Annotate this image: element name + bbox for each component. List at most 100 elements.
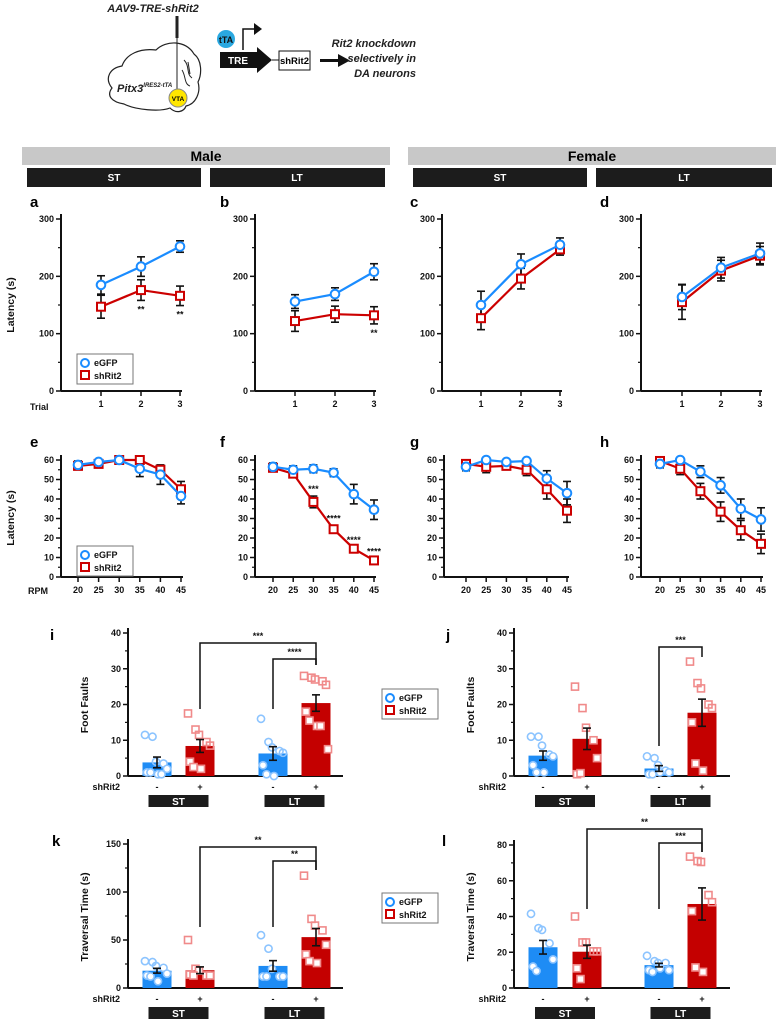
y-tick-label: 40	[497, 628, 507, 638]
x-tick-label: 2	[518, 399, 523, 409]
y-axis-label: Foot Faults	[79, 677, 91, 734]
egfp-point	[515, 258, 527, 270]
shrit2-data-point	[578, 703, 587, 713]
y-tick-label: 0	[116, 771, 121, 781]
shrit2-data-point	[321, 680, 331, 690]
y-tick-label: 20	[497, 700, 507, 710]
x-tick-label: 3	[177, 399, 182, 409]
egfp-data-point	[162, 764, 172, 774]
y-tick-label: 40	[111, 628, 121, 638]
condition-label: ST	[494, 173, 507, 184]
egfp-data-point	[642, 951, 652, 961]
egfp-circle-icon	[80, 550, 90, 560]
y-tick-label: 30	[624, 514, 634, 524]
y-tick-label: 200	[619, 271, 634, 281]
egfp-data-point	[534, 732, 543, 742]
legend: eGFP shRit2	[76, 353, 134, 385]
y-tick-label: 60	[427, 455, 437, 465]
shrit2-data-point	[183, 709, 193, 718]
egfp-point	[328, 467, 339, 478]
egfp-point	[368, 266, 380, 278]
significance-label: **	[176, 310, 184, 320]
arrowhead-icon	[254, 23, 262, 35]
shrit2-row-value: +	[197, 782, 202, 792]
y-tick-label: 0	[49, 572, 54, 582]
egfp-circle-icon	[80, 358, 90, 368]
egfp-point	[755, 514, 767, 525]
x-tick-label: 45	[756, 585, 766, 595]
y-tick-label: 0	[502, 983, 507, 993]
y-axis-label: Traversal Time (s)	[79, 872, 91, 961]
egfp-data-point	[537, 925, 547, 935]
x-tick-label: 30	[114, 585, 124, 595]
group-box	[650, 795, 711, 807]
y-tick-label: 0	[432, 572, 437, 582]
y-tick-label: 10	[624, 553, 634, 563]
y-axis-label: Latency (s)	[5, 490, 17, 545]
panel-letter: a	[30, 194, 39, 211]
shrit2-data-point	[305, 956, 314, 966]
vector-label: AAV9-TRE-shRit2	[106, 3, 198, 15]
legend-egfp: eGFP	[399, 693, 423, 703]
shrit2-point	[328, 524, 339, 535]
y-tick-label: 300	[233, 214, 248, 224]
outcome-line-2: selectively in	[348, 53, 417, 65]
shrit2-point	[562, 505, 572, 516]
x-tick-label: 20	[461, 585, 471, 595]
x-tick-label: 35	[135, 585, 145, 595]
legend-egfp: eGFP	[399, 897, 423, 907]
y-tick-label: 40	[624, 494, 634, 504]
shrit2-data-point	[707, 897, 717, 907]
panel-letter: e	[30, 434, 38, 451]
shrit2-data-point	[318, 926, 327, 935]
egfp-point	[113, 454, 125, 466]
x-tick-label: 35	[716, 585, 726, 595]
legend-shrit2: shRit2	[399, 706, 427, 716]
egfp-bar	[258, 965, 288, 988]
x-tick-label: 20	[73, 585, 83, 595]
egfp-data-point	[539, 768, 549, 777]
egfp-point	[72, 459, 84, 471]
panel-letter: h	[600, 434, 609, 451]
y-tick-label: 60	[497, 876, 507, 886]
female-header-bar	[408, 147, 776, 165]
significance-bracket	[199, 642, 317, 709]
egfp-data-point	[650, 753, 659, 763]
egfp-data-point	[532, 768, 541, 777]
significance-label: ****	[367, 546, 382, 556]
x-tick-label: 25	[94, 585, 104, 595]
x-tick-label: 1	[98, 399, 103, 409]
shrit2-row-value: +	[313, 782, 318, 792]
shrit2-data-point	[576, 768, 585, 778]
egfp-point	[715, 480, 726, 491]
panel-b: b 0 100 200 300 1 2 3 **	[220, 194, 380, 409]
egfp-point	[561, 487, 573, 499]
y-tick-label: 80	[497, 840, 507, 850]
shrit2-data-point	[589, 735, 598, 745]
egfp-data-point	[655, 963, 665, 973]
shrit2-point	[134, 455, 145, 465]
y-tick-label: 150	[106, 839, 121, 849]
x-tick-label: 30	[501, 585, 511, 595]
male-header: Male	[190, 148, 221, 164]
egfp-point	[676, 291, 688, 303]
significance-label: **	[254, 835, 262, 845]
shrit2-row-value: -	[658, 994, 661, 1004]
significance-bracket	[199, 846, 317, 927]
shrit2-point	[96, 301, 106, 312]
y-tick-label: 300	[619, 214, 634, 224]
brain-outline-icon	[107, 42, 202, 113]
panel-d: d 0 100 200 300 1 2 3	[600, 194, 766, 409]
egfp-point	[480, 454, 492, 466]
egfp-data-point	[146, 768, 155, 777]
y-tick-label: 50	[111, 935, 121, 945]
y-tick-label: 40	[238, 494, 248, 504]
panel-letter: j	[445, 627, 450, 644]
x-tick-label: 2	[718, 399, 723, 409]
group-box	[148, 795, 209, 807]
egfp-data-point	[537, 741, 547, 751]
male-header-bar	[22, 147, 390, 165]
legend-shrit2: shRit2	[399, 910, 427, 920]
